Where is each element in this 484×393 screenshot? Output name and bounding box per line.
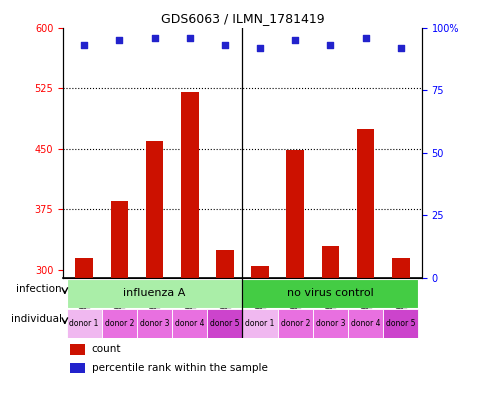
- Bar: [391, 258, 409, 278]
- Point: [151, 35, 158, 41]
- Bar: [70, 363, 84, 373]
- Point: [396, 44, 404, 51]
- Text: no virus control: no virus control: [287, 288, 373, 298]
- Text: donor 3: donor 3: [139, 319, 169, 328]
- Title: GDS6063 / ILMN_1781419: GDS6063 / ILMN_1781419: [160, 12, 324, 25]
- Bar: [145, 141, 163, 278]
- Text: GSM1684100: GSM1684100: [150, 279, 159, 330]
- Text: donor 1: donor 1: [69, 319, 99, 328]
- Point: [361, 35, 369, 41]
- Text: donor 4: donor 4: [350, 319, 379, 328]
- Bar: [75, 258, 93, 278]
- Bar: [242, 279, 418, 308]
- Bar: [66, 279, 242, 308]
- Text: GSM1684098: GSM1684098: [115, 279, 123, 330]
- Text: GSM1684104: GSM1684104: [220, 279, 229, 330]
- Text: donor 2: donor 2: [105, 319, 134, 328]
- Text: donor 5: donor 5: [385, 319, 415, 328]
- Text: influenza A: influenza A: [123, 288, 185, 298]
- Bar: [286, 151, 303, 278]
- Point: [221, 42, 228, 48]
- Text: donor 1: donor 1: [245, 319, 274, 328]
- Text: donor 3: donor 3: [315, 319, 345, 328]
- Bar: [70, 344, 84, 354]
- Text: donor 4: donor 4: [175, 319, 204, 328]
- Text: GSM1684099: GSM1684099: [325, 279, 334, 330]
- Point: [80, 42, 88, 48]
- Bar: [251, 266, 268, 278]
- Bar: [66, 309, 102, 338]
- Text: GSM1684103: GSM1684103: [395, 279, 405, 330]
- Point: [326, 42, 333, 48]
- Bar: [312, 309, 348, 338]
- Bar: [207, 309, 242, 338]
- Bar: [321, 246, 339, 278]
- Point: [256, 44, 263, 51]
- Point: [115, 37, 123, 43]
- Bar: [356, 129, 374, 278]
- Point: [291, 37, 299, 43]
- Text: infection: infection: [16, 284, 62, 294]
- Bar: [110, 201, 128, 278]
- Bar: [382, 309, 418, 338]
- Text: individual: individual: [11, 314, 62, 324]
- Bar: [277, 309, 312, 338]
- Text: GSM1684097: GSM1684097: [290, 279, 299, 330]
- Text: GSM1684096: GSM1684096: [79, 279, 89, 330]
- Text: GSM1684101: GSM1684101: [361, 279, 369, 330]
- Point: [185, 35, 193, 41]
- Bar: [216, 250, 233, 278]
- Bar: [102, 309, 136, 338]
- Bar: [136, 309, 172, 338]
- Text: percentile rank within the sample: percentile rank within the sample: [91, 363, 267, 373]
- Text: donor 2: donor 2: [280, 319, 309, 328]
- Bar: [242, 309, 277, 338]
- Text: GSM1684102: GSM1684102: [185, 279, 194, 330]
- Bar: [181, 92, 198, 278]
- Text: donor 5: donor 5: [210, 319, 239, 328]
- Bar: [348, 309, 382, 338]
- Text: count: count: [91, 344, 121, 354]
- Text: GSM1684095: GSM1684095: [255, 279, 264, 330]
- Bar: [172, 309, 207, 338]
